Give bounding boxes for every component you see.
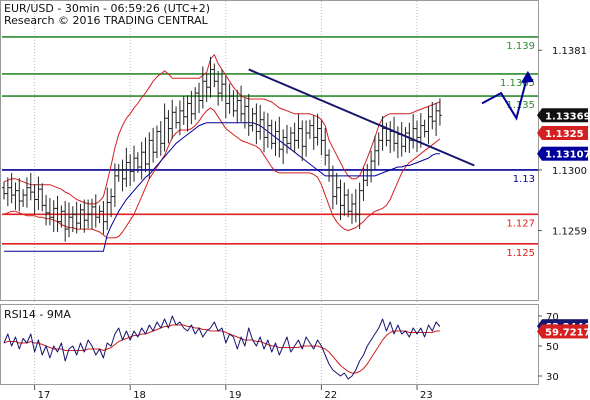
price-tag-bg	[542, 126, 588, 141]
price-bars	[2, 56, 442, 242]
price-tag-label: 1.13107	[545, 150, 590, 161]
level-label: 1.125	[506, 248, 535, 259]
chart-title: EUR/USD - 30min - 06:59:26 (UTC+2)	[4, 2, 210, 15]
rsi-panel-frame	[0, 304, 539, 385]
x-tick-label: 23	[420, 390, 433, 400]
rsi-line	[3, 315, 441, 380]
level-label: 1.127	[506, 218, 535, 229]
y-tick-label: 1.1259	[552, 227, 587, 238]
trendline	[248, 68, 475, 167]
rsi-ma-line	[3, 324, 440, 374]
rsi-tag-bg	[542, 324, 588, 339]
rsi-y-tick-label: 30	[546, 372, 559, 383]
y-tick-label: 1.1300	[552, 166, 587, 177]
price-tag-label: 1.1325	[545, 129, 584, 140]
chart-credit: Research © 2016 TRADING CENTRAL	[4, 14, 209, 27]
forecast-arrowhead	[520, 70, 534, 83]
price-tag-pointer	[537, 126, 542, 141]
rsi-y-tick-label: 50	[546, 342, 559, 353]
price-tag-pointer	[537, 146, 542, 161]
level-label: 1.13	[513, 174, 535, 185]
price-tag-pointer	[537, 108, 542, 123]
rsi-tag-label: 59.7217	[545, 327, 590, 338]
axes: 1.1381 1.1300 1.1259 70 50 30 17 18 19 22 23	[34, 46, 587, 400]
x-tick-label: 22	[324, 390, 337, 400]
x-tick-label: 17	[38, 390, 51, 400]
forecast-path	[481, 73, 529, 121]
trend-overlay	[248, 68, 534, 167]
grid	[0, 0, 539, 385]
rsi-tag-pointer	[537, 324, 542, 339]
rsi-panel: RSI14 - 9MA	[3, 308, 441, 380]
level-label: 1.139	[506, 41, 535, 52]
level-label: 1.1365	[500, 78, 535, 89]
x-tick-label: 18	[133, 390, 146, 400]
rsi-y-tick-label: 70	[546, 312, 559, 323]
x-tick-label: 19	[229, 390, 242, 400]
price-tag-bg	[542, 146, 588, 161]
price-tag-bg	[542, 108, 588, 123]
rsi-title: RSI14 - 9MA	[4, 308, 71, 321]
y-tick-label: 1.1381	[552, 46, 587, 57]
price-panel-frame	[0, 0, 539, 301]
price-tag-label: 1.13369	[545, 111, 590, 122]
